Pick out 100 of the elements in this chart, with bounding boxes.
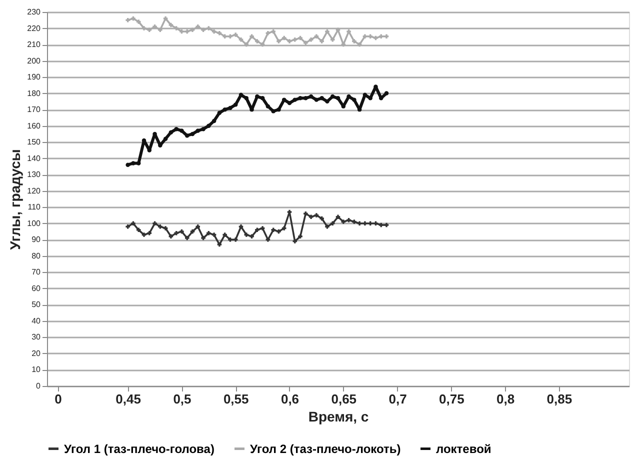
point bbox=[201, 28, 206, 32]
point bbox=[308, 94, 314, 99]
legend-label: Угол 1 (таз-плечо-голова) bbox=[64, 442, 214, 456]
y-tick-label: 210 bbox=[27, 40, 42, 50]
point bbox=[184, 29, 190, 34]
point bbox=[190, 132, 195, 136]
point bbox=[168, 234, 174, 239]
point bbox=[320, 216, 324, 221]
point bbox=[330, 94, 335, 99]
point bbox=[212, 232, 216, 237]
x-axis-title: Время, с bbox=[308, 408, 369, 424]
y-tick-label: 100 bbox=[27, 218, 42, 228]
point bbox=[336, 214, 340, 220]
point bbox=[233, 102, 238, 107]
point bbox=[212, 29, 216, 34]
point bbox=[158, 224, 162, 229]
point bbox=[282, 226, 286, 230]
point bbox=[314, 213, 319, 218]
y-tick-label: 110 bbox=[28, 202, 42, 212]
y-tick-label: 130 bbox=[27, 170, 42, 180]
point bbox=[131, 161, 136, 166]
y-tick-label: 90 bbox=[32, 235, 42, 244]
point bbox=[201, 126, 206, 132]
point bbox=[384, 222, 389, 228]
y-tick-label: 220 bbox=[27, 24, 42, 33]
point bbox=[298, 96, 302, 100]
point bbox=[384, 34, 389, 39]
x-tick-label: 0,6 bbox=[280, 392, 300, 406]
y-tick-label: 30 bbox=[32, 332, 42, 342]
point bbox=[163, 226, 168, 230]
y-tick-label: 40 bbox=[32, 316, 42, 326]
y-tick-label: 190 bbox=[27, 72, 42, 82]
point bbox=[250, 234, 254, 239]
x-tick-label: 0,65 bbox=[331, 392, 357, 406]
point bbox=[212, 118, 216, 124]
point bbox=[168, 130, 174, 134]
point bbox=[308, 38, 314, 42]
point bbox=[282, 36, 286, 40]
point bbox=[276, 107, 281, 112]
x-tick-label: 0,8 bbox=[496, 392, 515, 406]
legend-label: Угол 2 (таз-плечо-локоть) bbox=[250, 442, 401, 456]
point bbox=[298, 36, 302, 40]
point bbox=[222, 34, 227, 39]
point bbox=[325, 99, 330, 104]
point bbox=[266, 104, 270, 108]
point bbox=[384, 91, 389, 96]
point bbox=[255, 39, 260, 44]
point bbox=[244, 232, 249, 237]
y-tick-label: 140 bbox=[27, 154, 42, 163]
point bbox=[158, 28, 162, 32]
point bbox=[320, 96, 324, 100]
x-tick-label: 0,7 bbox=[388, 392, 407, 406]
point bbox=[184, 236, 190, 240]
point bbox=[271, 29, 276, 34]
point bbox=[196, 224, 200, 229]
point bbox=[352, 39, 356, 44]
point bbox=[298, 234, 302, 239]
point bbox=[147, 231, 152, 236]
point bbox=[320, 39, 324, 44]
point bbox=[126, 224, 130, 229]
point bbox=[217, 242, 222, 247]
y-tick-label: 50 bbox=[32, 300, 42, 310]
point bbox=[304, 40, 308, 46]
x-tick-label: 0,75 bbox=[439, 392, 464, 406]
point bbox=[330, 38, 335, 42]
point bbox=[163, 16, 168, 21]
y-tick-label: 160 bbox=[27, 121, 42, 130]
point bbox=[362, 221, 368, 226]
point bbox=[325, 29, 330, 34]
point bbox=[368, 221, 372, 226]
y-tick-label: 60 bbox=[32, 284, 42, 293]
point bbox=[314, 34, 319, 39]
y-tick-label: 150 bbox=[27, 138, 42, 147]
point bbox=[378, 222, 384, 228]
point bbox=[287, 39, 292, 44]
point bbox=[308, 214, 314, 220]
point bbox=[374, 36, 378, 40]
x-tick-label: 0,5 bbox=[173, 392, 192, 406]
point bbox=[180, 29, 184, 34]
point bbox=[292, 98, 298, 102]
point bbox=[368, 34, 372, 39]
point bbox=[228, 34, 232, 39]
point bbox=[357, 221, 362, 226]
point bbox=[314, 98, 319, 102]
y-tick-label: 10 bbox=[32, 365, 42, 374]
point bbox=[190, 229, 195, 234]
point bbox=[217, 110, 222, 115]
x-tick-label: 0,45 bbox=[116, 392, 141, 406]
point bbox=[346, 94, 351, 99]
point bbox=[260, 42, 265, 47]
point bbox=[126, 18, 130, 22]
x-tick-label: 0 bbox=[54, 392, 62, 406]
point bbox=[174, 231, 178, 236]
point bbox=[276, 229, 281, 234]
point bbox=[271, 109, 276, 114]
point bbox=[222, 107, 227, 112]
point bbox=[131, 221, 136, 226]
point bbox=[271, 228, 276, 232]
point bbox=[304, 96, 308, 100]
point bbox=[217, 31, 222, 36]
